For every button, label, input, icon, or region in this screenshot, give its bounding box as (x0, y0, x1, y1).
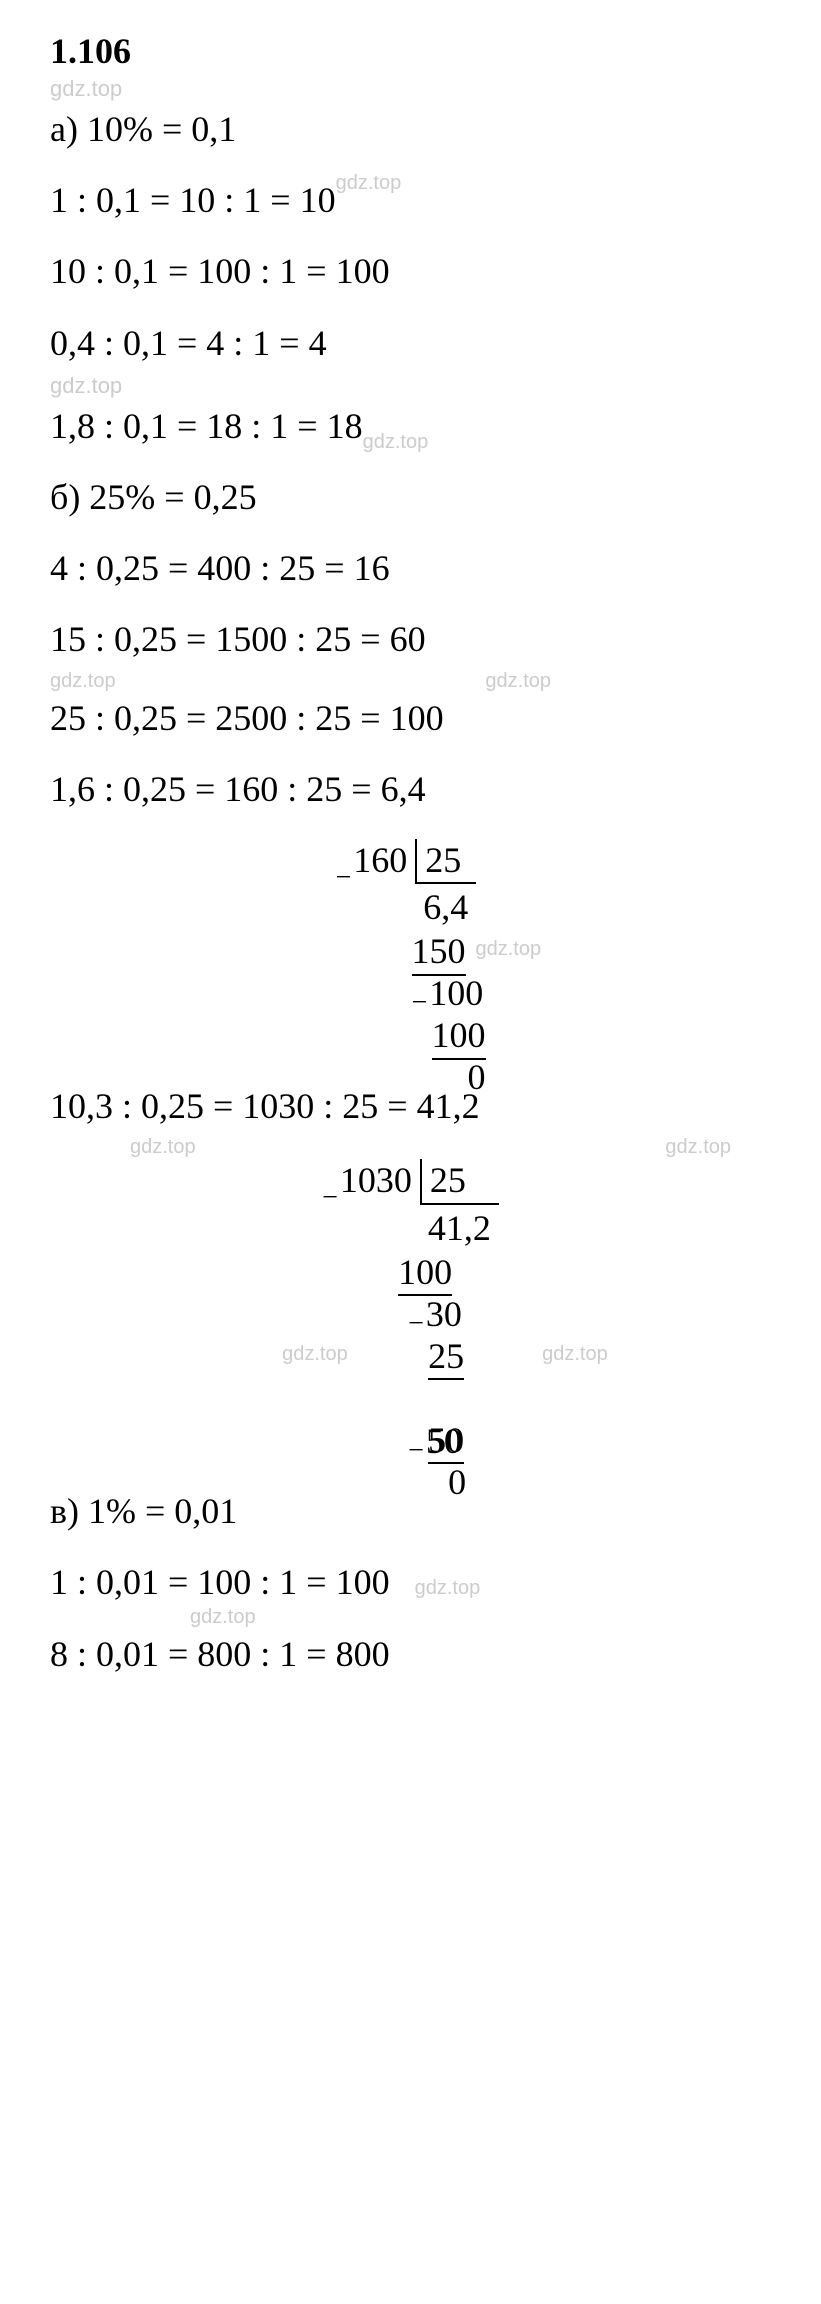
dividend-1: 160 (353, 840, 407, 880)
watermark-row: gdz.top gdz.top (50, 1136, 771, 1159)
watermark-inline: gdz.top (130, 1136, 196, 1159)
watermark-inline: gdz.top (363, 430, 429, 454)
watermark-top: gdz.top (50, 76, 771, 102)
dividend-2: 1030 (340, 1160, 412, 1200)
part-b-line-1: 4 : 0,25 = 400 : 25 = 16 (50, 547, 771, 590)
part-c-line-1: 1 : 0,01 = 100 : 1 = 100 gdz.top (50, 1561, 771, 1604)
watermark-inline: gdz.top (476, 937, 542, 961)
watermark-inline: gdz.top (665, 1136, 731, 1159)
division-step: 0 (448, 1462, 466, 1502)
part-c-line-1-text: 1 : 0,01 = 100 : 1 = 100 (50, 1562, 390, 1602)
part-a-line-4-text: 1,8 : 0,1 = 18 : 1 = 18 (50, 406, 363, 446)
part-c-line-2: 8 : 0,01 = 800 : 1 = 800 (50, 1633, 771, 1676)
divisor-1: 25 (415, 839, 476, 884)
watermark-row: gdz.top gdz.top (50, 670, 771, 693)
long-division-1: −160 25 6,4 150 −100 gdz.top 100 0 (50, 839, 771, 1055)
exercise-title: 1.106 (50, 30, 771, 72)
long-division-2: −1030 25 41,2 100 −30 25 gdz.top −50 gdz… (50, 1159, 771, 1459)
watermark-inline: gdz.top (336, 171, 402, 195)
watermark-inline: gdz.top (542, 1342, 608, 1366)
part-a-line-2: 10 : 0,1 = 100 : 1 = 100 (50, 250, 771, 293)
watermark-inline: gdz.top (50, 670, 116, 693)
watermark-inline: gdz.top (50, 373, 771, 399)
part-b-line-3: 25 : 0,25 = 2500 : 25 = 100 (50, 697, 771, 740)
part-a-header: а) 10% = 0,1 (50, 108, 771, 151)
part-a-line-1: 1 : 0,1 = 10 : 1 = 10 gdz.top (50, 179, 771, 222)
division-step: 0 (468, 1057, 486, 1097)
watermark-inline: gdz.top (282, 1342, 348, 1366)
watermark-inline: gdz.top (485, 670, 551, 693)
divisor-2: 25 (420, 1159, 499, 1204)
part-a-line-4: 1,8 : 0,1 = 18 : 1 = 18 gdz.top (50, 405, 771, 448)
watermark-inline: gdz.top (190, 1606, 256, 1628)
part-b-header: б) 25% = 0,25 (50, 476, 771, 519)
part-b-line-2: 15 : 0,25 = 1500 : 25 = 60 (50, 618, 771, 661)
part-b-line-4: 1,6 : 0,25 = 160 : 25 = 6,4 (50, 768, 771, 811)
part-a-line-3: 0,4 : 0,1 = 4 : 1 = 4 (50, 322, 771, 365)
part-a-line-1-text: 1 : 0,1 = 10 : 1 = 10 (50, 180, 336, 220)
watermark-inline: gdz.top (415, 1577, 481, 1599)
